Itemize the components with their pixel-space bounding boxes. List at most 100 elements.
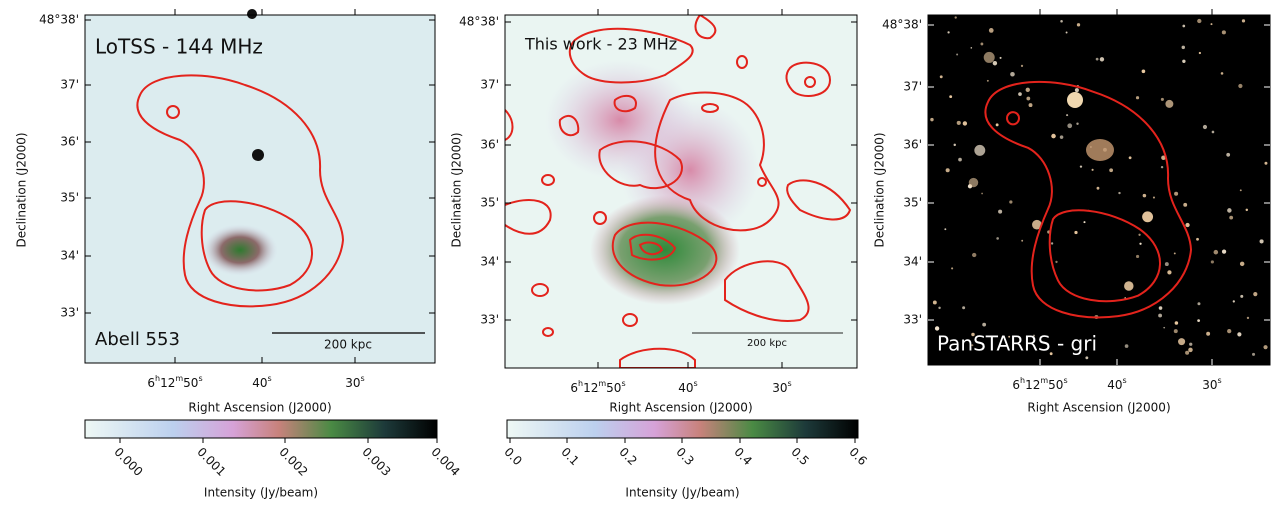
star [1189, 342, 1193, 346]
star [1238, 83, 1243, 89]
y-axis-label: Declination (J2000) [873, 132, 887, 247]
panel-frame [927, 14, 1271, 366]
star [1141, 69, 1146, 74]
star [949, 95, 953, 99]
star [1109, 168, 1113, 173]
star [1124, 344, 1129, 348]
tick-part: s [1218, 376, 1222, 385]
star [1173, 329, 1178, 334]
star [1182, 59, 1186, 63]
star [1079, 165, 1083, 168]
y-tick-label: 48°38' [39, 13, 79, 27]
y-axis-label: Declination (J2000) [450, 132, 464, 247]
star [1010, 71, 1015, 77]
star [1095, 57, 1099, 61]
y-tick-label: 36' [60, 135, 79, 149]
x-tick-label: 40s [1107, 376, 1126, 392]
x-tick-label: 40s [678, 379, 697, 395]
panel-label: This work - 23 MHz [524, 35, 677, 54]
star [1173, 252, 1176, 255]
star [981, 192, 983, 195]
star [1240, 294, 1244, 298]
star [1210, 23, 1213, 26]
star [1050, 242, 1054, 245]
star [1202, 124, 1208, 130]
x-tick-label: 6h12m50s [147, 374, 202, 390]
star [1142, 211, 1154, 223]
star [1213, 249, 1219, 255]
star [1028, 103, 1033, 108]
colorbar-tick-label: 0.2 [616, 445, 639, 468]
y-tick-label: 35' [60, 191, 79, 205]
tick-part: 50 [183, 376, 198, 390]
star [951, 267, 954, 270]
star [1025, 87, 1030, 93]
star [1241, 19, 1246, 23]
star [1197, 319, 1201, 323]
star [1263, 345, 1268, 350]
star [1161, 155, 1166, 160]
star [1245, 208, 1249, 212]
star [1237, 332, 1242, 337]
tick-part: 12 [160, 376, 175, 390]
tick-part: 40 [678, 381, 693, 395]
x-tick-label: 6h12m50s [1012, 376, 1067, 392]
star [1032, 219, 1042, 230]
colorbar-label: Intensity (Jy/beam) [625, 486, 739, 500]
panel-frame [84, 14, 436, 364]
star [1096, 186, 1100, 190]
star [1232, 300, 1235, 303]
star [1066, 114, 1069, 117]
tick-part: 30 [345, 376, 360, 390]
star [1135, 96, 1140, 100]
star [1178, 338, 1186, 346]
colorbar-tick-label: 0.1 [558, 445, 581, 468]
y-tick-label: 33' [903, 313, 922, 327]
star [1197, 18, 1202, 24]
y-tick-label: 36' [903, 138, 922, 152]
y-tick-label: 37' [480, 78, 499, 92]
tick-part: m [175, 374, 183, 383]
colorbar-tick-label: 0.4 [731, 445, 754, 468]
star [1008, 335, 1011, 338]
star [1252, 352, 1256, 356]
star [1067, 123, 1073, 129]
star [1196, 237, 1199, 241]
star [1009, 200, 1013, 204]
colorbar [506, 419, 859, 439]
star [1264, 161, 1268, 165]
colorbar-tick-label: 0.0 [501, 445, 524, 468]
x-tick-label: 6h12m50s [570, 379, 625, 395]
star [971, 332, 975, 337]
star [971, 344, 974, 347]
star [1210, 260, 1214, 264]
star [998, 209, 1003, 214]
star [930, 117, 934, 122]
star [970, 47, 973, 49]
panel-sublabel: Abell 553 [95, 329, 180, 350]
colorbar-tick-label: 0.001 [194, 445, 228, 479]
scale-label: 200 kpc [324, 338, 372, 352]
star [1163, 326, 1166, 329]
tick-part: 30 [1202, 378, 1217, 392]
x-axis-label: Right Ascension (J2000) [609, 401, 752, 415]
star [1067, 92, 1083, 108]
y-tick-label: 35' [903, 196, 922, 210]
star [1076, 122, 1079, 125]
y-tick-label: 48°38' [882, 18, 922, 32]
tick-part: 40 [252, 376, 267, 390]
star [1065, 31, 1068, 34]
star [1181, 45, 1186, 50]
tick-part: s [621, 379, 625, 388]
tick-part: 6 [570, 381, 578, 395]
star [1018, 92, 1022, 96]
contours [505, 15, 852, 368]
star [938, 306, 941, 310]
star [1182, 24, 1186, 28]
star [1259, 239, 1264, 244]
tick-part: s [361, 374, 365, 383]
star [1055, 260, 1058, 264]
star [1220, 72, 1224, 75]
tick-part: 40 [1107, 378, 1122, 392]
star [1118, 191, 1121, 195]
